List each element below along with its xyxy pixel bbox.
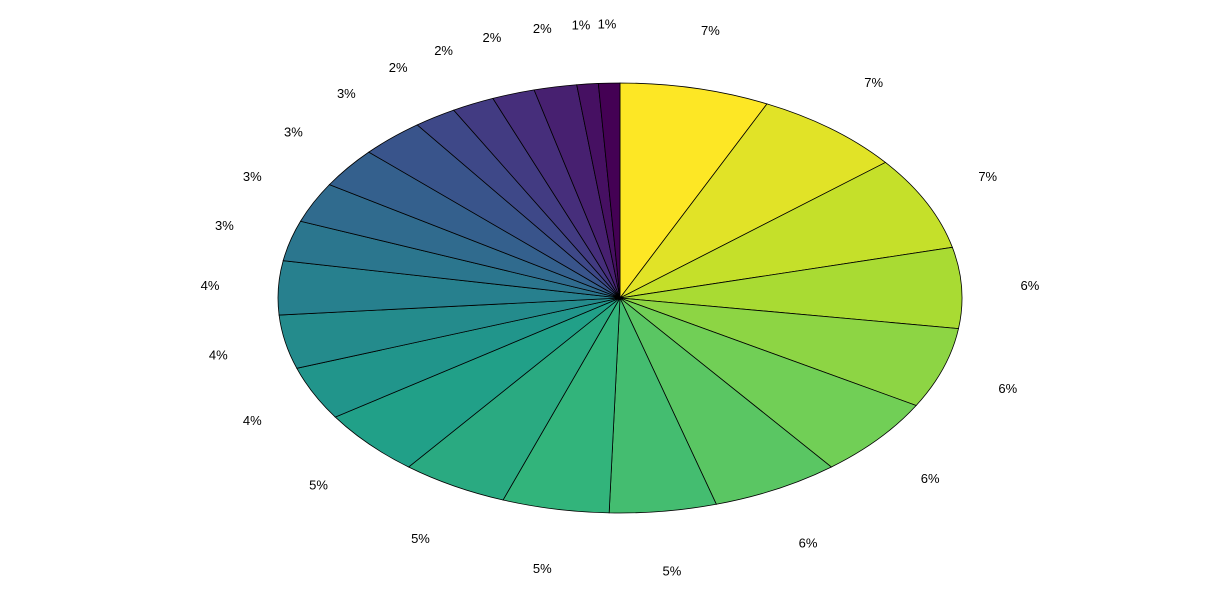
slice-label: 4% [209, 347, 228, 362]
slice-label: 5% [309, 477, 328, 492]
slice-label: 3% [243, 169, 262, 184]
slice-label: 3% [215, 218, 234, 233]
pie-slice [619, 246, 963, 330]
slice-label: 3% [337, 86, 356, 101]
slice-label: 6% [799, 535, 818, 550]
slice-label: 4% [201, 278, 220, 293]
slice-label: 5% [533, 561, 552, 576]
pie-slice [619, 103, 887, 299]
slice-label: 2% [483, 30, 502, 45]
slice-label: 7% [701, 23, 720, 38]
slice-label: 6% [998, 381, 1017, 396]
slice-label: 6% [1021, 278, 1040, 293]
slice-label: 7% [864, 75, 883, 90]
slice-label: 1% [572, 17, 591, 32]
slice-label: 5% [411, 531, 430, 546]
pie-slice [619, 82, 768, 300]
slice-label: 4% [243, 413, 262, 428]
slice-label: 1% [598, 16, 617, 31]
slice-label: 2% [434, 43, 453, 58]
slice-label: 7% [978, 169, 997, 184]
slice-label: 6% [921, 471, 940, 486]
pie-slice [597, 82, 621, 299]
pie-slice [619, 297, 833, 505]
pie-slice [619, 297, 917, 468]
slice-label: 5% [663, 564, 682, 579]
slice-label: 2% [533, 21, 552, 36]
pie-slice [619, 297, 960, 406]
slice-label: 3% [284, 125, 303, 140]
pie-slice [619, 161, 953, 299]
slice-label: 2% [389, 60, 408, 75]
